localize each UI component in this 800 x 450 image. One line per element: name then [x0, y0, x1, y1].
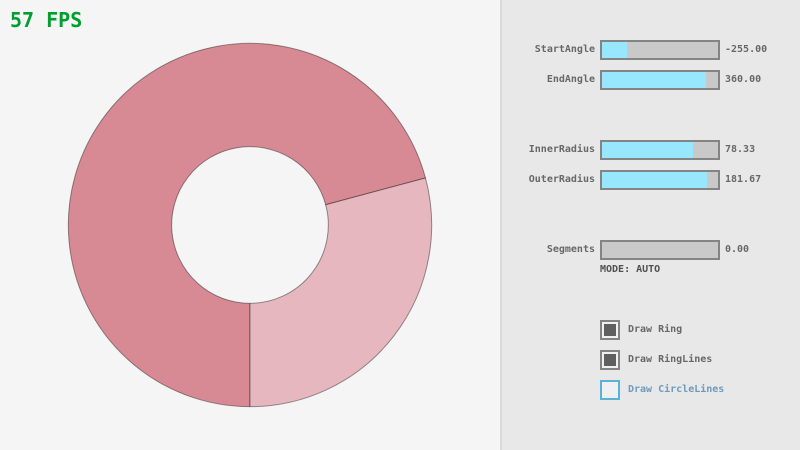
- checkmark-icon: [604, 354, 616, 366]
- slider-label-start-angle: StartAngle: [534, 44, 595, 55]
- checkbox-label-draw-ring: Draw Ring: [628, 324, 683, 335]
- slider-outer-radius[interactable]: [600, 170, 720, 190]
- slider-fill-end-angle: [602, 72, 706, 88]
- slider-fill-inner-radius: [602, 142, 693, 158]
- control-panel: StartAngle -255.00 EndAngle 360.00 InnerRadi…: [500, 0, 800, 450]
- slider-end-angle[interactable]: [600, 70, 720, 90]
- checkbox-label-draw-circlelines: Draw CircleLines: [628, 384, 725, 395]
- slider-label-segments: Segments: [546, 244, 595, 255]
- checkbox-row-draw-circlelines: Draw CircleLines: [502, 380, 800, 400]
- checkbox-draw-ring[interactable]: [600, 320, 620, 340]
- checkbox-draw-ringlines[interactable]: [600, 350, 620, 370]
- slider-row-outer-radius: OuterRadius 181.67: [502, 170, 800, 190]
- checkbox-row-draw-ringlines: Draw RingLines: [502, 350, 800, 370]
- slider-fill-start-angle: [602, 42, 627, 58]
- slider-value-start-angle: -255.00: [725, 44, 768, 55]
- double-covered-sector: [67, 42, 427, 408]
- checkbox-row-draw-ring: Draw Ring: [502, 320, 800, 340]
- checkbox-label-draw-ringlines: Draw RingLines: [628, 354, 713, 365]
- slider-value-outer-radius: 181.67: [725, 174, 762, 185]
- checkbox-draw-circlelines[interactable]: [600, 380, 620, 400]
- fps-counter: 57 FPS: [10, 8, 83, 32]
- slider-row-start-angle: StartAngle -255.00: [502, 40, 800, 60]
- slider-row-end-angle: EndAngle 360.00: [502, 70, 800, 90]
- slider-segments[interactable]: [600, 240, 720, 260]
- slider-label-inner-radius: InnerRadius: [528, 144, 595, 155]
- checkmark-icon: [604, 324, 616, 336]
- slider-row-inner-radius: InnerRadius 78.33: [502, 140, 800, 160]
- slider-value-inner-radius: 78.33: [725, 144, 756, 155]
- single-covered-sector: [249, 177, 433, 408]
- slider-start-angle[interactable]: [600, 40, 720, 60]
- slider-row-segments: Segments 0.00: [502, 240, 800, 260]
- slider-inner-radius[interactable]: [600, 140, 720, 160]
- slider-label-outer-radius: OuterRadius: [528, 174, 595, 185]
- mode-label: MODE: AUTO: [600, 264, 661, 275]
- slider-value-end-angle: 360.00: [725, 74, 762, 85]
- slider-label-end-angle: EndAngle: [546, 74, 595, 85]
- slider-fill-outer-radius: [602, 172, 707, 188]
- slider-value-segments: 0.00: [725, 244, 750, 255]
